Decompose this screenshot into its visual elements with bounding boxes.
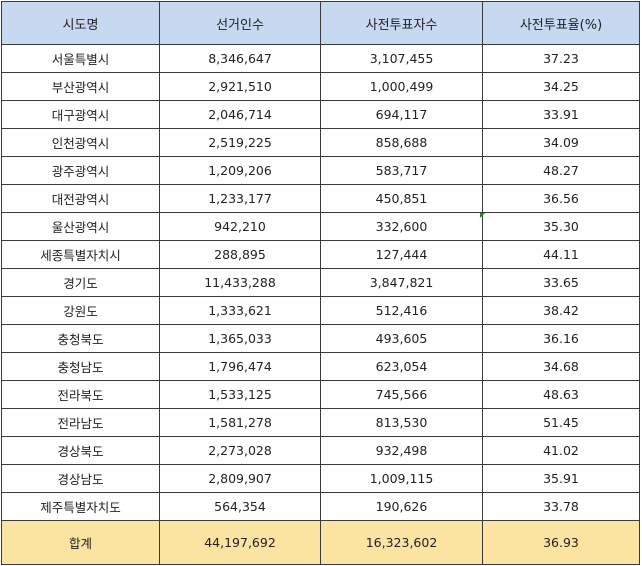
early-rate-cell[interactable]: 44.11 [482,240,640,269]
region-cell[interactable]: 제주특별자치도 [1,492,160,521]
region-cell[interactable]: 서울특별시 [1,44,160,73]
region-cell[interactable]: 울산광역시 [1,212,160,241]
early-voters-cell[interactable]: 1,009,115 [320,464,483,493]
early-voters-cell[interactable]: 493,605 [320,324,483,353]
electors-cell[interactable]: 1,581,278 [159,408,321,437]
early-rate-cell[interactable]: 35.91 [482,464,640,493]
electors-cell[interactable]: 8,346,647 [159,44,321,73]
electors-cell[interactable]: 2,519,225 [159,128,321,157]
table-row: 세종특별자치시 288,895 127,444 44.11 [1,240,640,269]
early-voters-cell[interactable]: 745,566 [320,380,483,409]
early-rate-cell[interactable]: 35.30 [482,212,640,241]
total-electors-cell[interactable]: 44,197,692 [159,520,321,565]
early-rate-cell[interactable]: 36.16 [482,324,640,353]
electors-cell[interactable]: 1,233,177 [159,184,321,213]
early-voters-cell[interactable]: 1,000,499 [320,72,483,101]
early-voters-cell[interactable]: 583,717 [320,156,483,185]
early-voters-cell[interactable]: 623,054 [320,352,483,381]
early-rate-cell[interactable]: 34.25 [482,72,640,101]
table-row: 대구광역시 2,046,714 694,117 33.91 [1,100,640,129]
header-cell-region[interactable]: 시도명 [1,1,160,45]
early-voters-cell[interactable]: 512,416 [320,296,483,325]
early-rate-cell[interactable]: 38.42 [482,296,640,325]
table-row: 광주광역시 1,209,206 583,717 48.27 [1,156,640,185]
early-voters-cell[interactable]: 127,444 [320,240,483,269]
early-rate-cell[interactable]: 33.78 [482,492,640,521]
early-voters-cell[interactable]: 813,530 [320,408,483,437]
region-cell[interactable]: 광주광역시 [1,156,160,185]
table-row: 충청남도 1,796,474 623,054 34.68 [1,352,640,381]
table-row: 경상남도 2,809,907 1,009,115 35.91 [1,464,640,493]
table-row: 부산광역시 2,921,510 1,000,499 34.25 [1,72,640,101]
header-cell-early-rate[interactable]: 사전투표율(%) [482,1,640,45]
total-early-rate-cell[interactable]: 36.93 [482,520,640,565]
early-voters-cell[interactable]: 3,847,821 [320,268,483,297]
header-cell-electors[interactable]: 선거인수 [159,1,321,45]
electors-cell[interactable]: 2,921,510 [159,72,321,101]
electors-cell[interactable]: 1,365,033 [159,324,321,353]
table-row: 경상북도 2,273,028 932,498 41.02 [1,436,640,465]
electors-cell[interactable]: 1,533,125 [159,380,321,409]
total-label-cell[interactable]: 합계 [1,520,160,565]
table-row: 대전광역시 1,233,177 450,851 36.56 [1,184,640,213]
region-cell[interactable]: 충청북도 [1,324,160,353]
table-row: 전라북도 1,533,125 745,566 48.63 [1,380,640,409]
electors-cell[interactable]: 1,333,621 [159,296,321,325]
early-rate-cell[interactable]: 36.56 [482,184,640,213]
region-cell[interactable]: 대전광역시 [1,184,160,213]
early-rate-cell[interactable]: 34.09 [482,128,640,157]
table-row: 경기도 11,433,288 3,847,821 33.65 [1,268,640,297]
table-row: 울산광역시 942,210 332,600 35.30 [1,212,640,241]
header-cell-early-voters[interactable]: 사전투표자수 [320,1,483,45]
region-cell[interactable]: 대구광역시 [1,100,160,129]
region-cell[interactable]: 충청남도 [1,352,160,381]
early-voters-cell[interactable]: 450,851 [320,184,483,213]
region-cell[interactable]: 전라북도 [1,380,160,409]
table-row: 전라남도 1,581,278 813,530 51.45 [1,408,640,437]
total-early-voters-cell[interactable]: 16,323,602 [320,520,483,565]
early-rate-cell[interactable]: 48.63 [482,380,640,409]
region-cell[interactable]: 경상북도 [1,436,160,465]
early-voters-cell[interactable]: 332,600 [320,212,483,241]
electors-cell[interactable]: 1,209,206 [159,156,321,185]
cell-comment-marker [480,213,485,218]
early-voters-cell[interactable]: 932,498 [320,436,483,465]
early-voters-cell[interactable]: 694,117 [320,100,483,129]
table-row: 제주특별자치도 564,354 190,626 33.78 [1,492,640,521]
electors-cell[interactable]: 2,809,907 [159,464,321,493]
electors-cell[interactable]: 564,354 [159,492,321,521]
region-cell[interactable]: 전라남도 [1,408,160,437]
early-rate-cell[interactable]: 33.65 [482,268,640,297]
early-rate-cell[interactable]: 34.68 [482,352,640,381]
electors-cell[interactable]: 288,895 [159,240,321,269]
electors-cell[interactable]: 2,273,028 [159,436,321,465]
region-cell[interactable]: 부산광역시 [1,72,160,101]
early-rate-cell[interactable]: 33.91 [482,100,640,129]
table-row: 강원도 1,333,621 512,416 38.42 [1,296,640,325]
region-cell[interactable]: 경기도 [1,268,160,297]
table-row: 인천광역시 2,519,225 858,688 34.09 [1,128,640,157]
early-voters-cell[interactable]: 3,107,455 [320,44,483,73]
header-row: 시도명 선거인수 사전투표자수 사전투표율(%) [1,1,640,45]
region-cell[interactable]: 강원도 [1,296,160,325]
region-cell[interactable]: 인천광역시 [1,128,160,157]
electors-cell[interactable]: 11,433,288 [159,268,321,297]
electors-cell[interactable]: 1,796,474 [159,352,321,381]
early-rate-cell[interactable]: 51.45 [482,408,640,437]
table-row: 충청북도 1,365,033 493,605 36.16 [1,324,640,353]
region-cell[interactable]: 세종특별자치시 [1,240,160,269]
region-cell[interactable]: 경상남도 [1,464,160,493]
early-rate-cell[interactable]: 41.02 [482,436,640,465]
early-rate-cell[interactable]: 48.27 [482,156,640,185]
table-body: 서울특별시 8,346,647 3,107,455 37.23 부산광역시 2,921,5… [1,44,640,521]
table-row: 서울특별시 8,346,647 3,107,455 37.23 [1,44,640,73]
early-voters-cell[interactable]: 190,626 [320,492,483,521]
total-row: 합계 44,197,692 16,323,602 36.93 [1,520,640,565]
electors-cell[interactable]: 2,046,714 [159,100,321,129]
early-voters-cell[interactable]: 858,688 [320,128,483,157]
early-rate-cell[interactable]: 37.23 [482,44,640,73]
electors-cell[interactable]: 942,210 [159,212,321,241]
